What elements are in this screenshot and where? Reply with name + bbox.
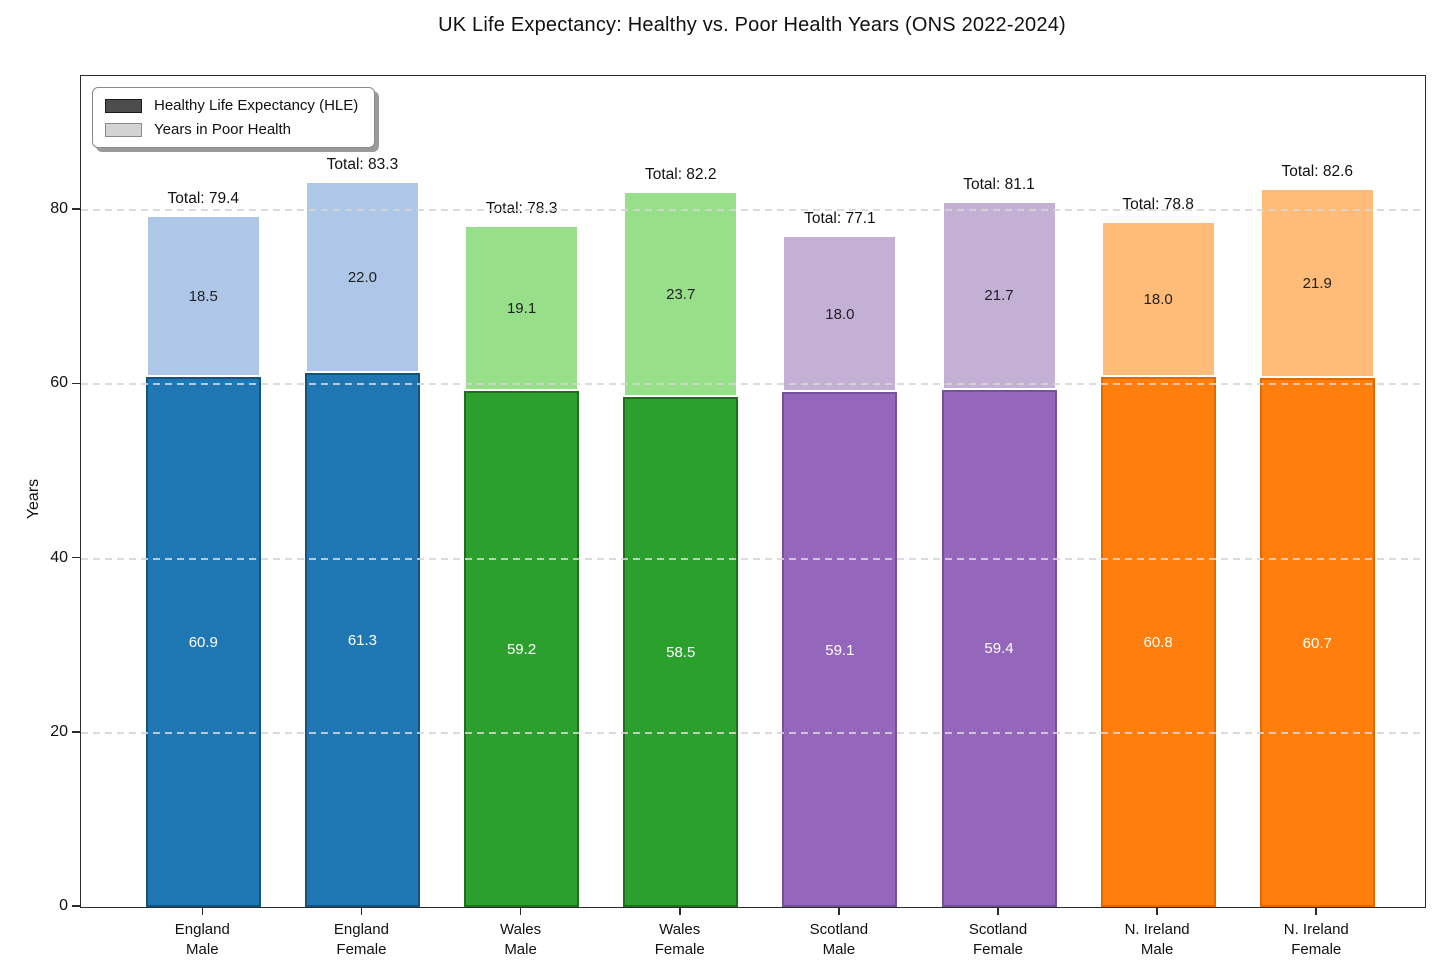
x-tick-label-scotland-female: Scotland Female <box>968 921 1028 959</box>
x-tick-label-n-ireland-female: N. Ireland Female <box>1283 921 1349 959</box>
total-label-england-female: Total: 83.3 <box>326 156 399 174</box>
bar-segment-hle-england-female <box>304 373 420 907</box>
chart-title: UK Life Expectancy: Healthy vs. Poor Hea… <box>438 14 1066 36</box>
bar-segment-poor-health-wales-female <box>623 191 739 398</box>
x-tick-mark-scotland-male <box>838 908 840 915</box>
x-tick-label-wales-male: Wales Male <box>500 921 542 959</box>
hle-value-label-wales-female: 58.5 <box>666 644 696 662</box>
x-tick-mark-wales-female <box>678 908 681 915</box>
legend-swatch-hle <box>105 98 142 113</box>
hle-value-label-scotland-female: 59.4 <box>984 640 1014 658</box>
y-tick-label-60: 60 <box>50 374 68 392</box>
bar-segment-poor-health-wales-male <box>464 224 580 392</box>
bar-segment-hle-n-ireland-male <box>1100 377 1216 907</box>
bar-segment-hle-n-ireland-female <box>1259 378 1375 907</box>
y-tick-label-0: 0 <box>59 897 68 914</box>
legend-item-poor-health: Years in Poor Health <box>105 121 358 138</box>
legend: Healthy Life Expectancy (HLE) Years in P… <box>92 87 376 148</box>
bar-segment-hle-scotland-male <box>782 392 898 907</box>
bar-segment-poor-health-scotland-male <box>782 235 898 393</box>
hle-value-label-wales-male: 59.2 <box>506 641 537 659</box>
y-tick-mark-20 <box>72 730 80 733</box>
bar-england-male: 60.9 18.5 Total: 79.4 <box>145 76 261 907</box>
bar-segment-hle-scotland-female <box>941 389 1057 907</box>
plot-area: Healthy Life Expectancy (HLE) Years in P… <box>80 75 1426 908</box>
total-label-wales-female: Total: 82.2 <box>644 165 717 183</box>
bar-segment-poor-health-scotland-female <box>941 200 1057 390</box>
bar-segment-hle-england-male <box>145 376 261 907</box>
hle-value-label-n-ireland-male: 60.8 <box>1143 634 1173 652</box>
x-tick-label-n-ireland-male: N. Ireland Male <box>1124 921 1190 959</box>
y-tick-mark-80 <box>72 208 80 210</box>
total-label-n-ireland-female: Total: 82.6 <box>1281 162 1354 180</box>
gridline-y-60 <box>81 383 1425 386</box>
poor-health-value-label-n-ireland-male: 18.0 <box>1143 291 1173 308</box>
total-label-n-ireland-male: Total: 78.8 <box>1122 195 1194 213</box>
x-tick-mark-n-ireland-female <box>1315 908 1318 915</box>
y-tick-mark-60 <box>72 382 80 385</box>
bar-segment-hle-wales-female <box>623 397 739 907</box>
total-label-scotland-male: Total: 77.1 <box>804 210 876 228</box>
poor-health-value-label-scotland-female: 21.7 <box>984 287 1014 305</box>
bar-segment-poor-health-n-ireland-male <box>1100 220 1216 378</box>
hle-value-label-england-male: 60.9 <box>188 633 218 651</box>
legend-label-hle: Healthy Life Expectancy (HLE) <box>154 97 359 114</box>
bar-scotland-male: 59.1 18.0 Total: 77.1 <box>782 76 898 907</box>
legend-item-hle: Healthy Life Expectancy (HLE) <box>105 97 358 114</box>
gridline-y-20 <box>81 731 1425 734</box>
bar-segment-poor-health-england-male <box>145 215 261 377</box>
poor-health-value-label-n-ireland-female: 21.9 <box>1302 274 1332 292</box>
y-tick-label-20: 20 <box>50 722 68 740</box>
bar-segment-poor-health-n-ireland-female <box>1259 187 1375 379</box>
x-tick-mark-n-ireland-male <box>1156 908 1158 915</box>
x-tick-label-scotland-male: Scotland Male <box>809 921 869 959</box>
x-tick-mark-england-female <box>360 908 363 915</box>
poor-health-value-label-wales-female: 23.7 <box>666 286 696 304</box>
bar-n-ireland-female: 60.7 21.9 Total: 82.6 <box>1259 76 1375 907</box>
hle-value-label-england-female: 61.3 <box>347 632 378 650</box>
x-tick-label-wales-female: Wales Female <box>654 921 705 959</box>
x-tick-mark-wales-male <box>519 908 522 915</box>
y-axis-title: Years <box>25 478 43 520</box>
bar-england-female: 61.3 22.0 Total: 83.3 <box>304 76 420 907</box>
bar-scotland-female: 59.4 21.7 Total: 81.1 <box>941 76 1057 907</box>
gridline-y-40 <box>81 557 1425 560</box>
poor-health-value-label-scotland-male: 18.0 <box>825 305 855 323</box>
total-label-england-male: Total: 79.4 <box>167 190 240 208</box>
legend-swatch-poor-health <box>105 122 142 137</box>
hle-value-label-n-ireland-female: 60.7 <box>1302 634 1332 652</box>
total-label-wales-male: Total: 78.3 <box>485 199 558 217</box>
legend-label-poor-health: Years in Poor Health <box>154 121 292 138</box>
y-tick-mark-0 <box>72 905 80 907</box>
y-tick-label-40: 40 <box>50 548 68 566</box>
y-tick-label-80: 80 <box>50 200 68 218</box>
bar-segment-poor-health-england-female <box>304 181 420 374</box>
hle-value-label-scotland-male: 59.1 <box>825 641 855 659</box>
poor-health-value-label-england-male: 18.5 <box>188 287 218 305</box>
x-tick-label-england-female: England Female <box>333 921 389 959</box>
y-tick-mark-40 <box>72 556 80 559</box>
bar-wales-female: 58.5 23.7 Total: 82.2 <box>623 76 739 907</box>
x-tick-label-england-male: England Male <box>174 921 230 959</box>
x-tick-mark-scotland-female <box>997 908 999 915</box>
total-label-scotland-female: Total: 81.1 <box>963 175 1035 193</box>
poor-health-value-label-england-female: 22.0 <box>347 269 378 287</box>
poor-health-value-label-wales-male: 19.1 <box>506 300 537 318</box>
x-tick-mark-england-male <box>201 908 204 915</box>
bar-n-ireland-male: 60.8 18.0 Total: 78.8 <box>1100 76 1216 907</box>
bar-segment-hle-wales-male <box>464 391 580 907</box>
bar-wales-male: 59.2 19.1 Total: 78.3 <box>464 76 580 907</box>
